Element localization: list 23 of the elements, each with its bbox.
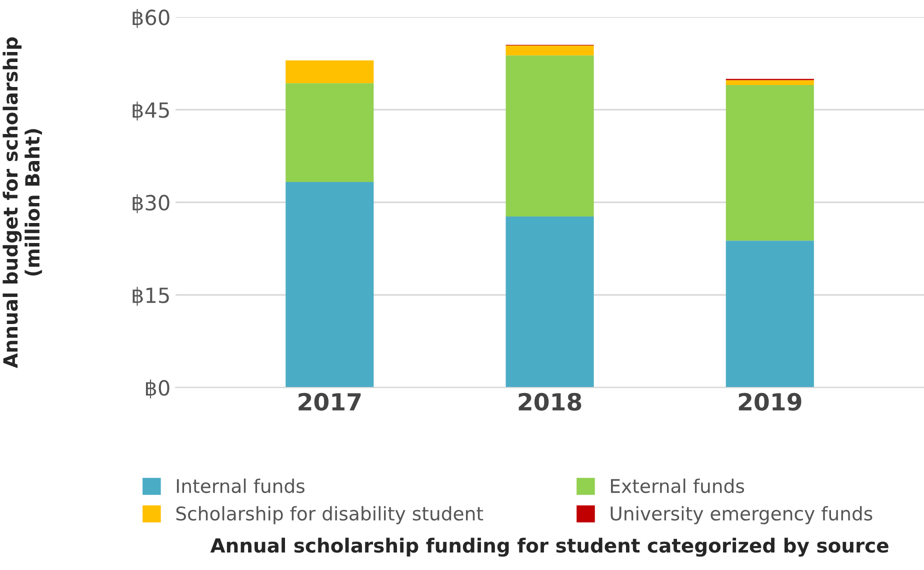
bar	[506, 46, 594, 56]
x-tick-label: 2018	[518, 392, 582, 411]
bar	[286, 182, 374, 388]
bar	[286, 60, 374, 84]
legend-label: Internal funds	[176, 478, 304, 494]
y-tick-label: ฿45	[132, 102, 169, 121]
y-axis-title: Annual budget for scholarship (million Baht)	[2, 37, 42, 368]
bar	[726, 80, 814, 86]
legend-label: Scholarship for disability student	[176, 506, 484, 524]
y-tick-label: ฿0	[146, 379, 170, 398]
legend-label: University emergency funds	[610, 506, 872, 524]
bar	[506, 55, 594, 217]
bar	[726, 85, 814, 241]
bar	[506, 216, 594, 388]
text: Annual scholarship funding for student categorized by source	[210, 538, 888, 557]
x-tick-label: 2019	[738, 392, 802, 411]
bar	[726, 240, 814, 388]
legend-label: External funds	[611, 478, 744, 494]
y-tick-label: ฿60	[132, 8, 170, 28]
x-tick-label: 2017	[298, 392, 361, 411]
y-tick-label: ฿30	[132, 194, 170, 214]
y-tick-label: ฿15	[132, 286, 169, 306]
bar	[286, 83, 374, 182]
